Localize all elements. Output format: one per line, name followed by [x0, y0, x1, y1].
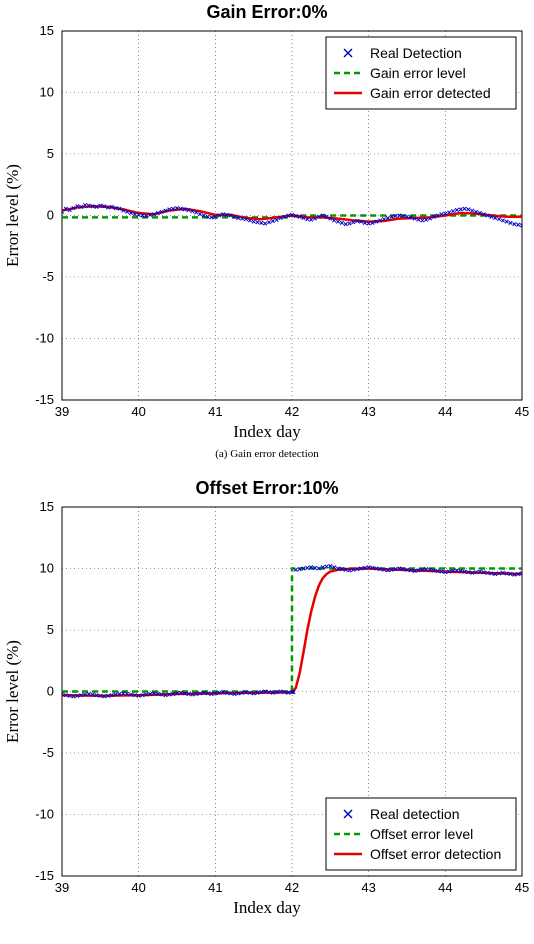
svg-text:5: 5 — [47, 146, 54, 161]
chart-b-wrap: Offset Error:10% 39 40 41 42 43 44 45 -15 -10 -5 0… — [0, 478, 534, 918]
svg-text:42: 42 — [285, 404, 299, 419]
svg-text:Real Detection: Real Detection — [370, 45, 462, 61]
svg-text:-15: -15 — [35, 868, 54, 883]
svg-text:40: 40 — [131, 404, 145, 419]
svg-text:10: 10 — [40, 561, 54, 576]
svg-text:-5: -5 — [42, 745, 54, 760]
chart-a-svg: 39 40 41 42 43 44 45 -15 -10 -5 0 5 10 15 Error level … — [0, 23, 534, 428]
svg-text:0: 0 — [47, 684, 54, 699]
chart-b-svg: 39 40 41 42 43 44 45 -15 -10 -5 0 5 10 15 Error level … — [0, 499, 534, 904]
svg-text:15: 15 — [40, 499, 54, 514]
svg-text:-10: -10 — [35, 331, 54, 346]
page: Gain Error:0% 39 40 41 42 43 44 45 -15 -10 -5 0 5 10… — [0, 0, 534, 944]
chart-b-xlabel: Index day — [0, 898, 534, 918]
chart-a-caption: (a) Gain error detection — [0, 448, 534, 460]
chart-b-title: Offset Error:10% — [0, 478, 534, 499]
svg-text:45: 45 — [515, 880, 529, 895]
svg-text:15: 15 — [40, 23, 54, 38]
svg-text:0: 0 — [47, 208, 54, 223]
svg-text:-15: -15 — [35, 392, 54, 407]
chart-a-xlabel: Index day — [0, 422, 534, 442]
svg-text:39: 39 — [55, 404, 69, 419]
svg-text:5: 5 — [47, 622, 54, 637]
svg-text:41: 41 — [208, 404, 222, 419]
svg-text:43: 43 — [361, 404, 375, 419]
svg-text:Real detection: Real detection — [370, 806, 460, 822]
svg-text:44: 44 — [438, 404, 452, 419]
svg-text:-10: -10 — [35, 807, 54, 822]
svg-text:Offset error detection: Offset error detection — [370, 846, 501, 862]
svg-text:43: 43 — [361, 880, 375, 895]
svg-text:42: 42 — [285, 880, 299, 895]
chart-a-title: Gain Error:0% — [0, 0, 534, 23]
svg-text:Offset error level: Offset error level — [370, 826, 473, 842]
svg-text:Error level (%): Error level (%) — [3, 164, 22, 267]
svg-text:41: 41 — [208, 880, 222, 895]
svg-text:-5: -5 — [42, 269, 54, 284]
chart-a-wrap: Gain Error:0% 39 40 41 42 43 44 45 -15 -10 -5 0 5 10… — [0, 0, 534, 460]
svg-text:10: 10 — [40, 85, 54, 100]
svg-text:39: 39 — [55, 880, 69, 895]
svg-text:Gain error detected: Gain error detected — [370, 85, 491, 101]
svg-text:40: 40 — [131, 880, 145, 895]
svg-text:44: 44 — [438, 880, 452, 895]
svg-text:Error level (%): Error level (%) — [3, 640, 22, 743]
svg-text:45: 45 — [515, 404, 529, 419]
svg-text:Gain error level: Gain error level — [370, 65, 466, 81]
